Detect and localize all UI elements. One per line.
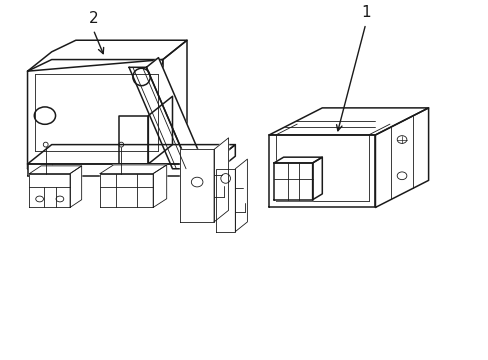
Polygon shape [100,165,166,174]
Polygon shape [29,174,70,207]
Polygon shape [214,138,228,222]
Polygon shape [163,40,186,169]
Polygon shape [273,163,312,200]
Polygon shape [273,157,322,163]
Text: 2: 2 [88,11,98,26]
Polygon shape [375,108,427,207]
Polygon shape [312,157,322,200]
Polygon shape [180,149,214,222]
Polygon shape [27,145,235,164]
Text: 1: 1 [360,5,370,20]
Polygon shape [29,166,81,174]
Polygon shape [268,108,427,135]
Polygon shape [27,48,177,71]
Polygon shape [148,96,172,164]
Polygon shape [27,164,211,176]
Polygon shape [153,165,166,207]
Polygon shape [129,67,189,169]
Polygon shape [27,59,163,169]
Polygon shape [268,135,375,207]
Polygon shape [216,169,235,231]
Polygon shape [146,58,202,169]
Polygon shape [235,159,247,231]
Polygon shape [211,145,235,176]
Polygon shape [70,166,81,207]
Polygon shape [119,116,148,164]
Polygon shape [100,174,153,207]
